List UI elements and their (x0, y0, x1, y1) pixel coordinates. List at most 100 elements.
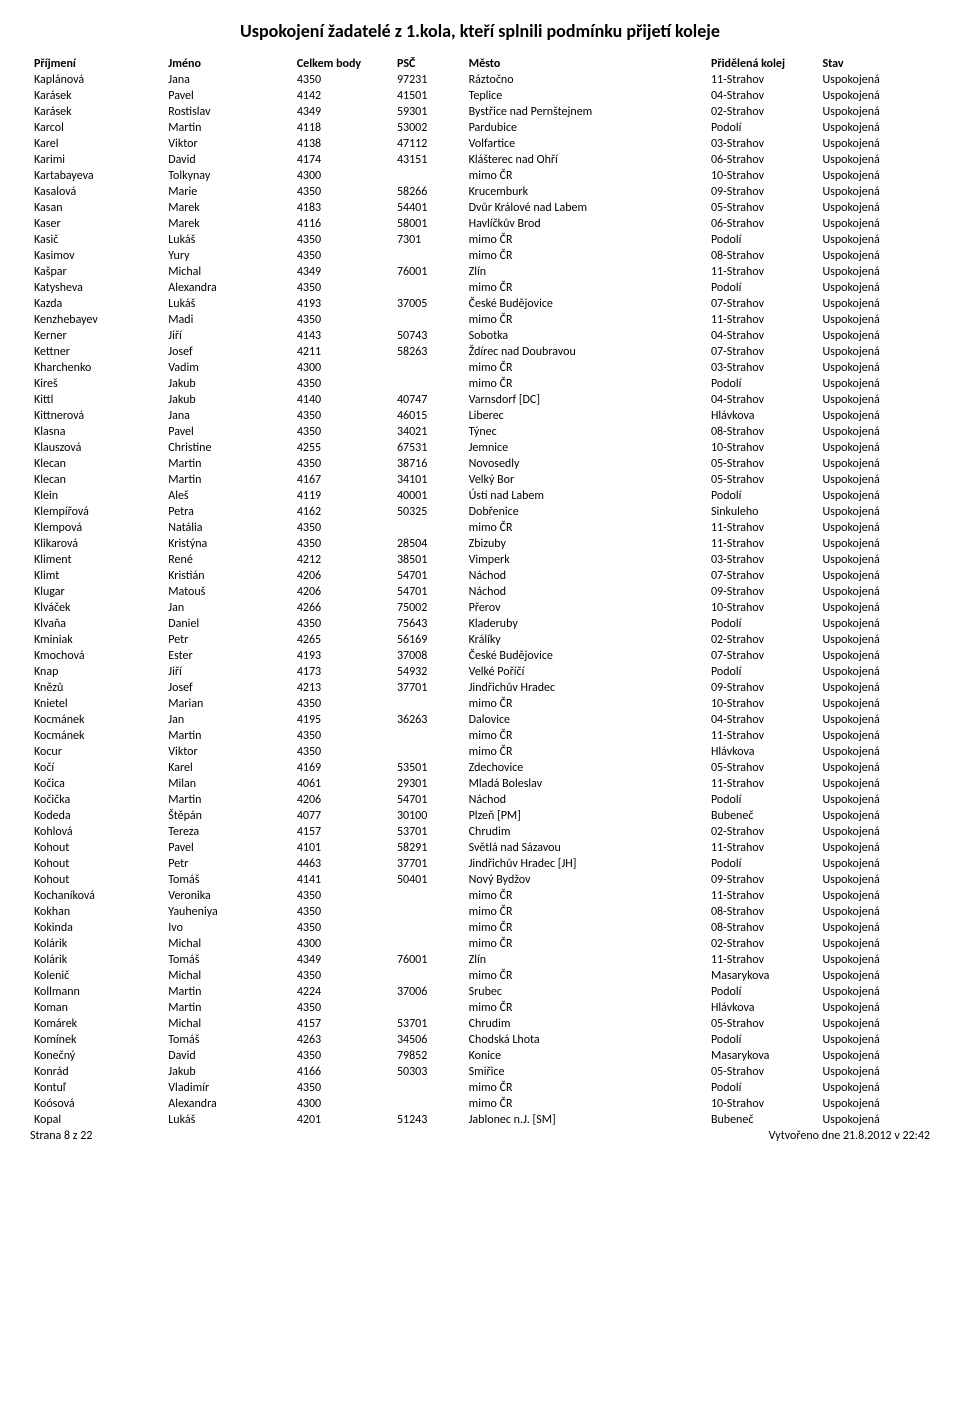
table-cell: Kristýna (164, 536, 293, 552)
table-cell: mimo ČR (465, 728, 707, 744)
table-cell: Tomáš (164, 872, 293, 888)
table-cell: 10-Strahov (707, 168, 819, 184)
table-row: KarimiDavid417443151Klášterec nad Ohří06… (30, 152, 930, 168)
table-cell: Ráztočno (465, 72, 707, 88)
table-cell: Matouš (164, 584, 293, 600)
table-cell: Kašpar (30, 264, 164, 280)
table-cell: Uspokojená (818, 344, 930, 360)
table-cell: Kaser (30, 216, 164, 232)
table-cell: 4193 (293, 296, 393, 312)
table-cell: Uspokojená (818, 168, 930, 184)
table-cell: Bystřice nad Pernštejnem (465, 104, 707, 120)
table-row: KarásekPavel414241501Teplice04-StrahovUs… (30, 88, 930, 104)
table-cell: Karcol (30, 120, 164, 136)
table-cell: Kočička (30, 792, 164, 808)
table-cell: 09-Strahov (707, 584, 819, 600)
table-row: KomínekTomáš426334506Chodská LhotaPodolí… (30, 1032, 930, 1048)
table-cell (393, 888, 465, 904)
table-cell: Uspokojená (818, 1000, 930, 1016)
table-cell: 36263 (393, 712, 465, 728)
table-cell: 58263 (393, 344, 465, 360)
table-cell: Marek (164, 216, 293, 232)
table-cell: mimo ČR (465, 248, 707, 264)
table-row: KlasnaPavel435034021Týnec08-StrahovUspok… (30, 424, 930, 440)
table-row: KomárekMichal415753701Chrudim05-StrahovU… (30, 1016, 930, 1032)
table-cell (393, 312, 465, 328)
table-cell: 40747 (393, 392, 465, 408)
table-cell (393, 376, 465, 392)
table-cell: Nový Bydžov (465, 872, 707, 888)
table-cell: 11-Strahov (707, 312, 819, 328)
table-cell: 53501 (393, 760, 465, 776)
table-cell: Christine (164, 440, 293, 456)
table-cell: 4350 (293, 280, 393, 296)
table-cell: Klein (30, 488, 164, 504)
table-cell: 09-Strahov (707, 680, 819, 696)
table-cell: 07-Strahov (707, 344, 819, 360)
table-cell: Podolí (707, 376, 819, 392)
table-cell: 08-Strahov (707, 424, 819, 440)
table-cell: Uspokojená (818, 552, 930, 568)
table-cell: 58291 (393, 840, 465, 856)
table-cell: 4350 (293, 408, 393, 424)
table-cell: 4142 (293, 88, 393, 104)
table-cell: Josef (164, 680, 293, 696)
table-cell: Martin (164, 1000, 293, 1016)
table-cell: 37701 (393, 856, 465, 872)
table-cell: 4195 (293, 712, 393, 728)
table-cell: 4349 (293, 264, 393, 280)
table-cell (393, 744, 465, 760)
table-cell: 4138 (293, 136, 393, 152)
table-cell: Knězů (30, 680, 164, 696)
table-cell: 40001 (393, 488, 465, 504)
col-header-body: Celkem body (293, 56, 393, 72)
table-cell: Uspokojená (818, 216, 930, 232)
table-cell: Michal (164, 1016, 293, 1032)
table-cell (393, 1080, 465, 1096)
table-cell: Katysheva (30, 280, 164, 296)
table-cell: 4350 (293, 1080, 393, 1096)
table-cell: 4174 (293, 152, 393, 168)
table-cell: Náchod (465, 792, 707, 808)
table-cell: 4350 (293, 536, 393, 552)
table-cell: 05-Strahov (707, 456, 819, 472)
table-cell (393, 520, 465, 536)
table-cell: Kokinda (30, 920, 164, 936)
table-cell: 05-Strahov (707, 1016, 819, 1032)
table-cell: Marek (164, 200, 293, 216)
table-cell: Kasan (30, 200, 164, 216)
table-cell: Petra (164, 504, 293, 520)
table-cell (393, 168, 465, 184)
table-cell: mimo ČR (465, 888, 707, 904)
table-cell: 4350 (293, 696, 393, 712)
table-cell: Štěpán (164, 808, 293, 824)
table-cell: Yury (164, 248, 293, 264)
table-row: KohoutPavel410158291Světlá nad Sázavou11… (30, 840, 930, 856)
table-cell: Havlíčkův Brod (465, 216, 707, 232)
table-cell: David (164, 1048, 293, 1064)
table-cell: Uspokojená (818, 920, 930, 936)
table-cell: Bubeneč (707, 808, 819, 824)
table-row: KirešJakub4350mimo ČRPodolíUspokojená (30, 376, 930, 392)
table-row: KočíKarel416953501Zdechovice05-StrahovUs… (30, 760, 930, 776)
table-cell: Kohout (30, 872, 164, 888)
table-cell: Martin (164, 984, 293, 1000)
table-cell: 37701 (393, 680, 465, 696)
table-cell: Chodská Lhota (465, 1032, 707, 1048)
table-cell: Zlín (465, 264, 707, 280)
table-row: KittlJakub414040747Varnsdorf [DC]04-Stra… (30, 392, 930, 408)
table-cell: 54701 (393, 568, 465, 584)
table-row: KleinAleš411940001Ústí nad LabemPodolíUs… (30, 488, 930, 504)
table-cell: Martin (164, 472, 293, 488)
table-cell: Jakub (164, 1064, 293, 1080)
table-cell: 4077 (293, 808, 393, 824)
table-cell: 50743 (393, 328, 465, 344)
table-cell: 4349 (293, 104, 393, 120)
table-cell: Jana (164, 408, 293, 424)
table-cell: mimo ČR (465, 968, 707, 984)
table-cell: 08-Strahov (707, 920, 819, 936)
table-cell (393, 1000, 465, 1016)
table-cell: Vladimír (164, 1080, 293, 1096)
table-cell: Uspokojená (818, 440, 930, 456)
table-cell: Velké Poříčí (465, 664, 707, 680)
